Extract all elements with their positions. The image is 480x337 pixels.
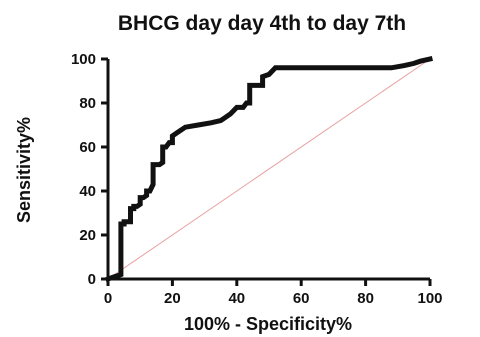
y-axis-title: Sensitivity%: [14, 117, 34, 223]
y-tick-label: 80: [79, 95, 96, 112]
roc-curve: [104, 56, 433, 283]
y-axis: 0 20 40 60 80 100: [71, 51, 110, 288]
y-tick-label: 100: [71, 51, 96, 68]
x-tick-label: 100: [417, 290, 442, 307]
y-tick-label: 40: [79, 183, 96, 200]
y-tick-label: 0: [88, 271, 96, 288]
y-tick-label: 20: [79, 227, 96, 244]
x-axis-title: 100% - Specificity%: [184, 314, 352, 334]
y-tick-label: 60: [79, 139, 96, 156]
x-tick-label: 60: [293, 290, 310, 307]
x-tick-label: 40: [228, 290, 245, 307]
reference-line: [107, 58, 431, 280]
x-axis: 0 20 40 60 80 100: [104, 277, 443, 307]
plot-area: [104, 56, 433, 283]
x-tick-label: 0: [104, 290, 112, 307]
chart-title: BHCG day day 4th to day 7th: [118, 12, 406, 35]
x-tick-label: 80: [357, 290, 374, 307]
x-tick-label: 20: [164, 290, 181, 307]
